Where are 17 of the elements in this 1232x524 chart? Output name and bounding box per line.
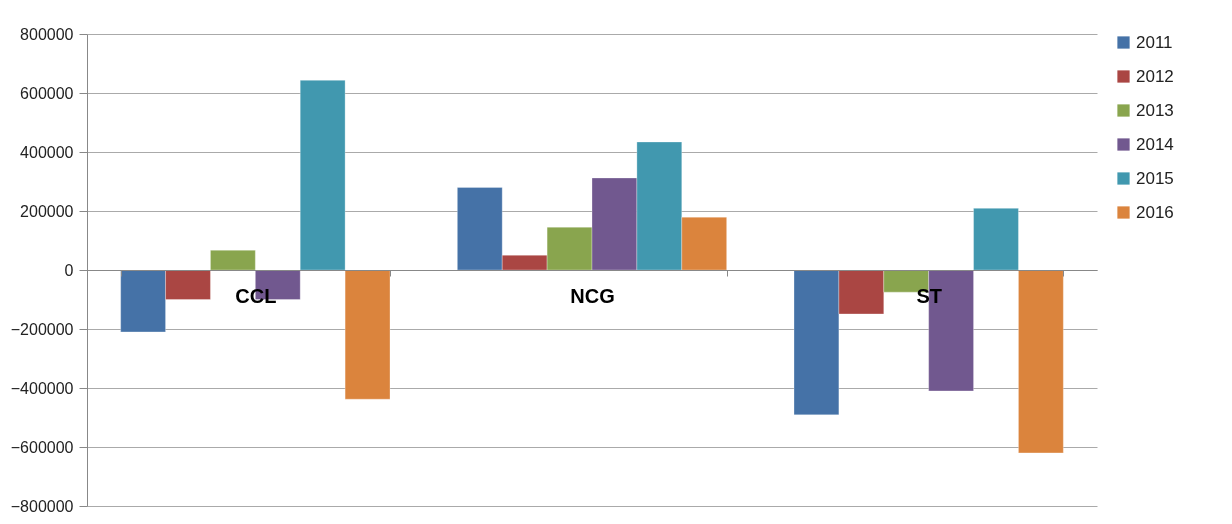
y-tick-label: 400000 — [20, 143, 74, 161]
y-tick-label: 0 — [64, 261, 74, 279]
legend-label: 2013 — [1136, 100, 1174, 120]
legend-label: 2015 — [1136, 168, 1174, 188]
legend-label: 2014 — [1136, 134, 1174, 154]
legend-label: 2011 — [1136, 32, 1173, 52]
legend-label: 2012 — [1136, 66, 1174, 86]
x-tick-label: CCL — [235, 284, 277, 307]
y-tick-label: −800000 — [10, 497, 74, 515]
legend-label: 2016 — [1136, 202, 1174, 222]
x-tick-label: NCG — [570, 284, 615, 307]
y-tick-label: 600000 — [20, 84, 74, 102]
y-tick-label: −600000 — [10, 438, 74, 456]
y-tick-label: 800000 — [20, 25, 74, 43]
y-tick-label: −400000 — [10, 379, 74, 397]
y-tick-label: 200000 — [20, 202, 74, 220]
y-tick-label: −200000 — [10, 320, 74, 338]
